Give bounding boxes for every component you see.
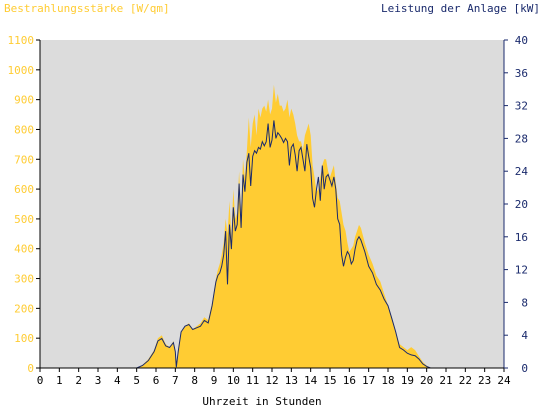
x-tick-label: 4 <box>114 374 121 387</box>
left-axis-title: Bestrahlungsstärke [W/qm] <box>4 2 170 15</box>
irradiance-area <box>40 84 504 368</box>
y-right-tick-label: 20 <box>515 198 528 211</box>
x-tick-label: 0 <box>37 374 44 387</box>
y-right-tick-label: 40 <box>515 34 528 47</box>
x-tick-label: 10 <box>227 374 240 387</box>
y-right-axis-ticks: 0 4 8 12 16 20 24 28 32 36 40 <box>504 34 528 375</box>
x-tick-label: 18 <box>381 374 394 387</box>
y-left-tick-label: 400 <box>14 243 34 256</box>
y-right-tick-label: 32 <box>515 100 528 113</box>
x-tick-label: 5 <box>133 374 140 387</box>
x-tick-label: 3 <box>95 374 102 387</box>
y-right-tick-label: 28 <box>515 132 528 145</box>
x-axis-label: Uhrzeit in Stunden <box>202 395 321 408</box>
x-tick-label: 22 <box>459 374 472 387</box>
y-left-tick-label: 100 <box>14 332 34 345</box>
x-tick-label: 6 <box>153 374 160 387</box>
y-left-tick-label: 0 <box>27 362 34 375</box>
x-axis-ticks: 0 1 2 3 4 5 6 7 8 9 10 11 12 13 14 15 16 17 18 19 20 21 22 23 24 <box>37 368 511 387</box>
x-tick-label: 15 <box>323 374 336 387</box>
x-tick-label: 24 <box>497 374 511 387</box>
x-tick-label: 12 <box>265 374 278 387</box>
x-tick-label: 9 <box>211 374 218 387</box>
y-left-tick-label: 300 <box>14 273 34 286</box>
y-left-tick-label: 800 <box>14 123 34 136</box>
y-right-tick-label: 24 <box>515 165 529 178</box>
y-left-tick-label: 600 <box>14 183 34 196</box>
y-left-tick-label: 500 <box>14 213 34 226</box>
x-tick-label: 17 <box>362 374 375 387</box>
x-tick-label: 16 <box>343 374 356 387</box>
y-right-tick-label: 36 <box>515 67 528 80</box>
power-line <box>40 120 504 369</box>
y-right-tick-label: 8 <box>521 296 528 309</box>
x-tick-label: 11 <box>246 374 259 387</box>
right-axis-title: Leistung der Anlage [kW] <box>381 2 540 15</box>
y-left-tick-label: 1000 <box>8 64 35 77</box>
y-right-tick-label: 16 <box>515 231 528 244</box>
x-tick-label: 19 <box>401 374 414 387</box>
y-left-axis-ticks: 0 100 200 300 400 500 600 700 800 900 1000 1100 <box>8 34 40 375</box>
x-tick-label: 14 <box>304 374 318 387</box>
x-tick-label: 2 <box>75 374 82 387</box>
y-left-tick-label: 700 <box>14 153 34 166</box>
x-tick-label: 13 <box>285 374 298 387</box>
y-left-tick-label: 200 <box>14 302 34 315</box>
x-tick-label: 21 <box>439 374 452 387</box>
y-right-tick-label: 0 <box>521 362 528 375</box>
y-left-tick-label: 900 <box>14 94 34 107</box>
x-tick-label: 23 <box>478 374 491 387</box>
y-right-tick-label: 12 <box>515 264 528 277</box>
x-tick-label: 20 <box>420 374 433 387</box>
x-tick-label: 1 <box>56 374 63 387</box>
y-right-tick-label: 4 <box>521 329 528 342</box>
x-tick-label: 7 <box>172 374 179 387</box>
y-left-tick-label: 1100 <box>8 34 35 47</box>
x-tick-label: 8 <box>191 374 198 387</box>
